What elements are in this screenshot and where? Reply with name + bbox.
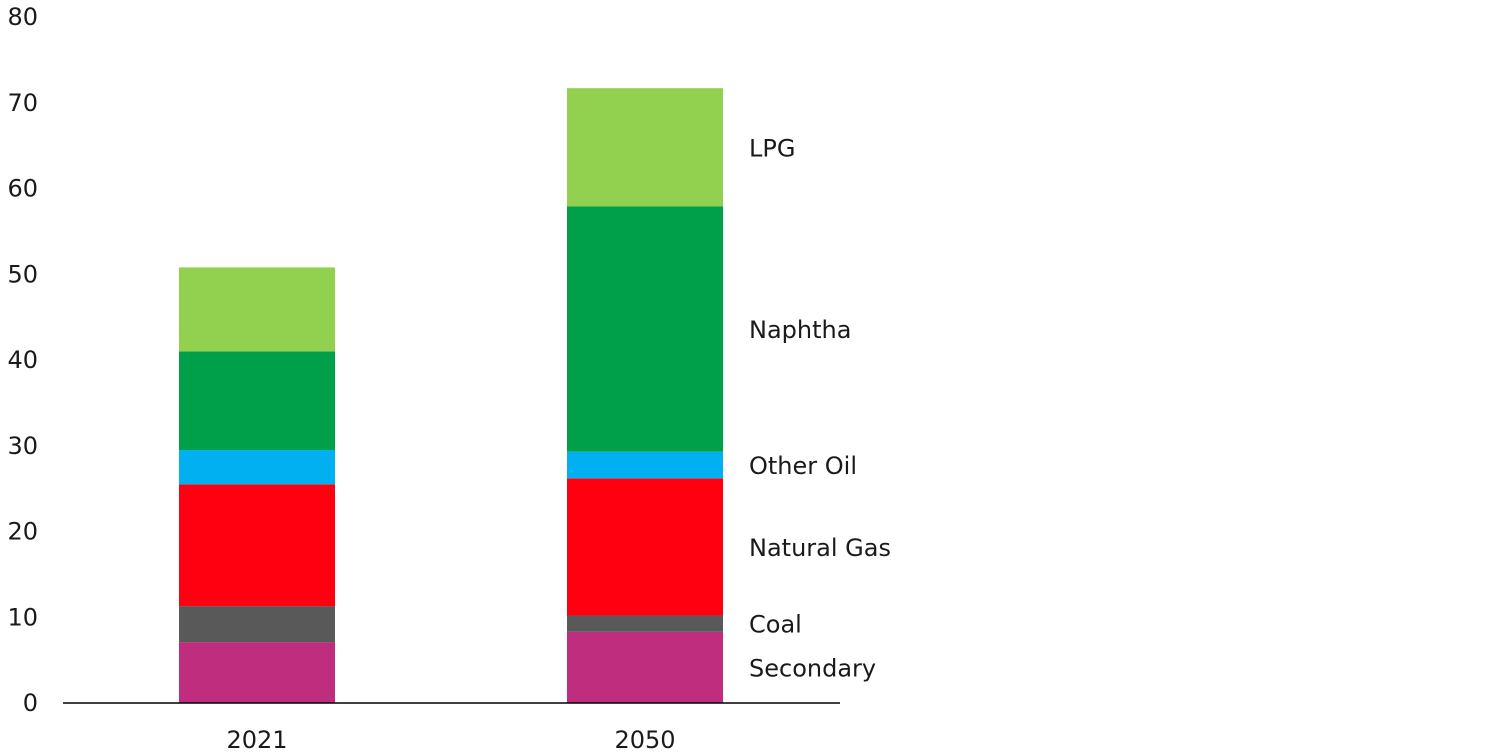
series-label-coal: Coal [749, 611, 802, 639]
y-axis-ticks: 0 10 20 30 40 50 60 70 80 [7, 3, 38, 717]
y-tick-label: 70 [7, 89, 38, 117]
bar-stack-2021 [179, 267, 335, 703]
bar-segment-lpg [179, 267, 335, 352]
y-tick-label: 40 [7, 346, 38, 374]
bar-segment-lpg [567, 88, 723, 207]
series-label-naphtha: Naphtha [749, 316, 851, 344]
y-tick-label: 80 [7, 3, 38, 31]
bar-segment-secondary [567, 631, 723, 703]
bars [179, 88, 723, 703]
bar-segment-other-oil [179, 450, 335, 485]
y-tick-label: 0 [23, 689, 38, 717]
y-tick-label: 20 [7, 518, 38, 546]
bar-segment-coal [179, 606, 335, 643]
bar-segment-other-oil [567, 451, 723, 479]
series-labels: Secondary Coal Natural Gas Other Oil Naphtha… [749, 134, 891, 682]
series-label-secondary: Secondary [749, 654, 876, 682]
series-label-natural-gas: Natural Gas [749, 534, 891, 562]
bar-stack-2050 [567, 88, 723, 703]
y-tick-label: 30 [7, 432, 38, 460]
bar-segment-natural-gas [567, 478, 723, 616]
y-tick-label: 60 [7, 175, 38, 203]
x-tick-label: 2021 [226, 726, 287, 753]
series-label-lpg: LPG [749, 134, 795, 162]
bar-segment-naphtha [179, 351, 335, 451]
x-axis-labels: 2021 2050 [226, 726, 675, 753]
bar-segment-naphtha [567, 206, 723, 452]
y-tick-label: 50 [7, 260, 38, 288]
y-tick-label: 10 [7, 603, 38, 631]
x-tick-label: 2050 [614, 726, 675, 753]
series-label-other-oil: Other Oil [749, 452, 857, 480]
bar-segment-coal [567, 615, 723, 632]
bar-segment-secondary [179, 642, 335, 703]
bar-segment-natural-gas [179, 484, 335, 607]
